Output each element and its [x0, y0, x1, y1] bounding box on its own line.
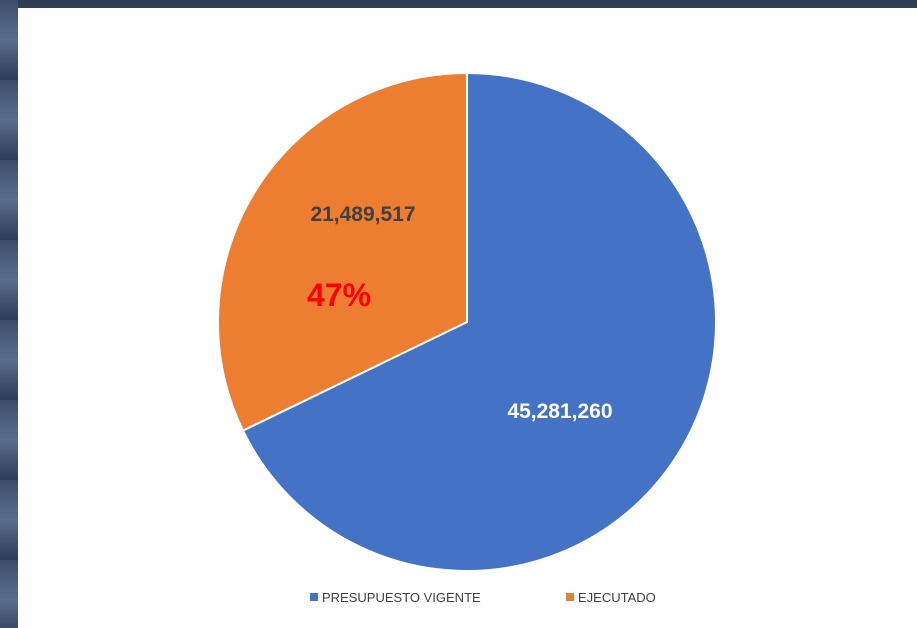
pie-slice-ejecutado: [217, 71, 468, 432]
pie-slices: [217, 71, 717, 572]
legend-swatch-ejecutado: [566, 593, 574, 601]
window-edge: [0, 0, 18, 628]
legend: PRESUPUESTO VIGENTE EJECUTADO: [310, 590, 656, 605]
legend-label-presupuesto-vigente: PRESUPUESTO VIGENTE: [322, 590, 481, 605]
legend-label-ejecutado: EJECUTADO: [578, 590, 656, 605]
slice-label-ejecutado: 21,489,517: [310, 203, 415, 226]
slice-label-presupuesto-vigente: 45,281,260: [507, 400, 612, 423]
legend-swatch-presupuesto-vigente: [310, 593, 318, 601]
pie-slice-presupuesto-vigente: [241, 71, 717, 572]
percentage-annotation: 47%: [307, 277, 371, 313]
